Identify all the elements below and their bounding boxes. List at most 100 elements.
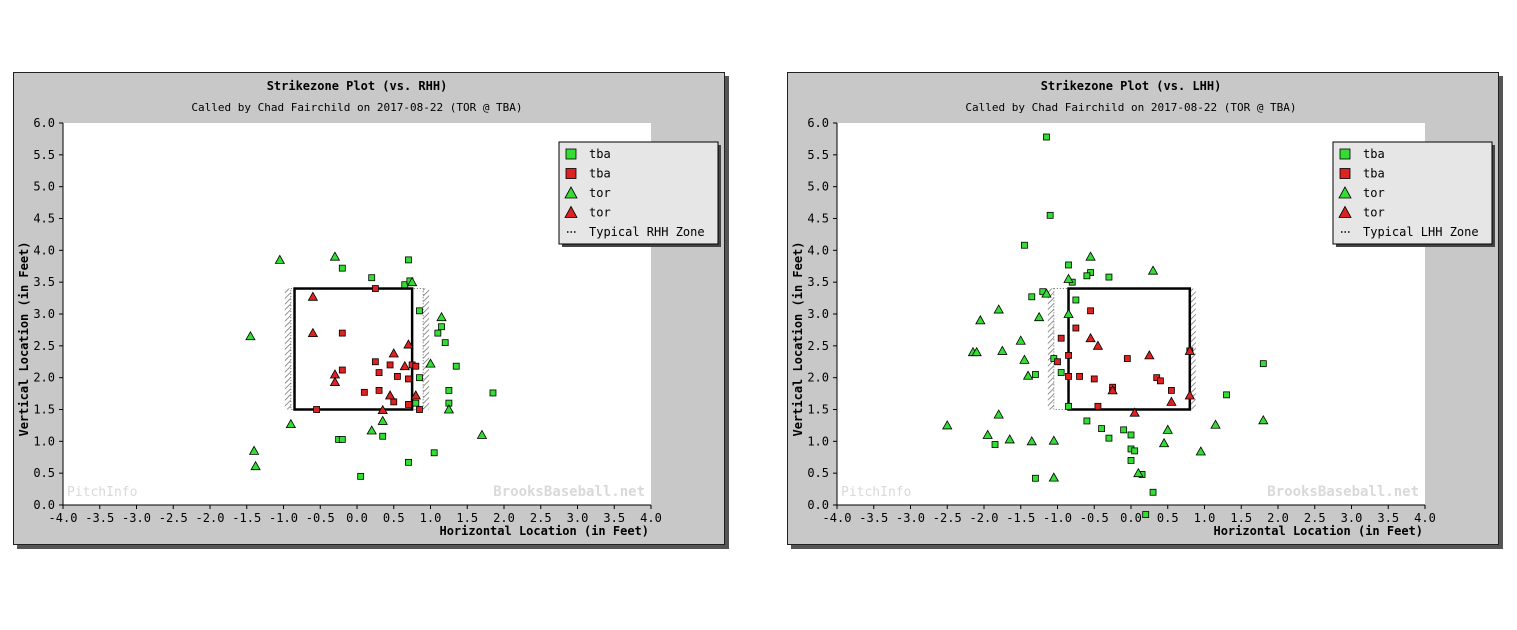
point-tor-triangle bbox=[1026, 436, 1037, 446]
chart-subtitle: Called by Chad Fairchild on 2017-08-22 (… bbox=[965, 101, 1296, 114]
point-tba-square bbox=[412, 399, 420, 407]
point-tba-square bbox=[371, 285, 379, 292]
point-tor-triangle bbox=[1085, 251, 1096, 261]
x-tick-label: 2.0 bbox=[493, 511, 515, 525]
point-tba-square bbox=[1032, 371, 1039, 378]
point-tba-square bbox=[405, 401, 412, 408]
point-tba-square bbox=[452, 362, 460, 370]
x-tick-label: -1.5 bbox=[232, 511, 261, 525]
point-tba-square bbox=[1043, 133, 1050, 141]
point-tor-triangle bbox=[1063, 273, 1074, 283]
chart-title: Strikezone Plot (vs. RHH) bbox=[267, 79, 448, 93]
legend-entry-tor: tor bbox=[589, 206, 611, 220]
point-tba-square bbox=[1149, 488, 1157, 496]
x-tick-label: 2.5 bbox=[1304, 511, 1326, 525]
point-tor-triangle bbox=[1158, 437, 1170, 448]
legend-entry-tba: tba bbox=[1363, 167, 1385, 181]
point-tba-square bbox=[1123, 355, 1131, 362]
x-tick-label: 0.0 bbox=[346, 511, 368, 525]
point-tor-triangle bbox=[1184, 345, 1195, 355]
x-tick-label: -2.0 bbox=[970, 511, 999, 525]
point-tor-triangle bbox=[1041, 288, 1052, 298]
chart-svg-rhh: PitchInfo BrooksBaseball.net Strikezone Pl… bbox=[13, 72, 729, 549]
x-axis-label: Horizontal Location (in Feet) bbox=[439, 524, 649, 538]
plot-area bbox=[837, 123, 1425, 505]
point-tor-triangle bbox=[384, 390, 396, 400]
chart-title: Strikezone Plot (vs. LHH) bbox=[1041, 79, 1222, 93]
point-tor-triangle bbox=[1195, 446, 1207, 456]
point-tor-triangle bbox=[1048, 472, 1060, 482]
point-tba-square bbox=[1094, 402, 1102, 410]
x-tick-label: -3.5 bbox=[859, 511, 888, 525]
y-tick-label: 5.0 bbox=[33, 180, 55, 194]
x-tick-label: 0.5 bbox=[383, 511, 405, 525]
point-tba-square bbox=[360, 388, 368, 396]
point-tba-square bbox=[313, 406, 320, 413]
zone-hatch-left bbox=[1047, 288, 1054, 410]
x-tick-label: 3.0 bbox=[1341, 511, 1363, 525]
legend-entry-tor: tor bbox=[589, 186, 611, 200]
point-tor-triangle bbox=[377, 404, 388, 415]
legend-entry-tor: tor bbox=[1363, 206, 1385, 220]
x-tick-label: 3.5 bbox=[1377, 511, 1399, 525]
y-tick-label: 3.0 bbox=[33, 307, 55, 321]
point-tor-triangle bbox=[1022, 370, 1034, 380]
point-tor-triangle bbox=[1144, 350, 1155, 360]
y-tick-label: 1.5 bbox=[807, 403, 829, 417]
y-tick-label: 4.5 bbox=[807, 212, 829, 226]
legend-entry-tor: tor bbox=[1363, 186, 1385, 200]
y-tick-label: 1.0 bbox=[33, 434, 55, 448]
point-tor-triangle bbox=[1133, 467, 1144, 478]
x-tick-label: -0.5 bbox=[1080, 511, 1109, 525]
x-tick-label: 2.5 bbox=[530, 511, 552, 525]
point-tba-square bbox=[1065, 351, 1072, 359]
legend-square-marker bbox=[565, 148, 577, 160]
point-tba-square bbox=[416, 406, 423, 413]
point-tor-triangle bbox=[285, 418, 297, 429]
point-tba-square bbox=[416, 374, 423, 382]
legend-box bbox=[1332, 141, 1493, 245]
x-tick-label: -3.5 bbox=[85, 511, 114, 525]
point-tba-square bbox=[338, 329, 346, 337]
point-tba-square bbox=[1223, 391, 1230, 399]
point-tba-square bbox=[1083, 417, 1091, 425]
point-tba-square bbox=[405, 458, 412, 466]
x-tick-label: -2.5 bbox=[933, 511, 962, 525]
y-tick-label: 3.5 bbox=[33, 275, 55, 289]
x-tick-label: 1.0 bbox=[420, 511, 442, 525]
point-tor-triangle bbox=[1085, 332, 1096, 343]
legend-square-marker bbox=[1339, 168, 1351, 179]
point-tba-square bbox=[1076, 372, 1083, 380]
y-tick-label: 5.0 bbox=[807, 180, 829, 194]
point-tor-triangle bbox=[1162, 424, 1173, 434]
point-tor-triangle bbox=[1258, 415, 1269, 425]
y-tick-label: 3.5 bbox=[807, 275, 829, 289]
point-tor-triangle bbox=[443, 404, 455, 414]
point-tor-triangle bbox=[248, 445, 260, 455]
point-tba-square bbox=[1156, 377, 1164, 385]
point-tba-square bbox=[1105, 273, 1113, 281]
y-tick-label: 4.0 bbox=[807, 243, 829, 257]
x-tick-label: 3.0 bbox=[567, 511, 589, 525]
y-tick-label: 4.0 bbox=[33, 243, 55, 257]
y-tick-label: 0.0 bbox=[807, 498, 829, 512]
point-tba-square bbox=[1065, 261, 1072, 269]
point-tba-square bbox=[338, 366, 346, 374]
point-tba-square bbox=[416, 307, 423, 315]
x-tick-label: 4.0 bbox=[1414, 511, 1436, 525]
zone-hatch-right bbox=[423, 288, 430, 410]
point-tba-square bbox=[1057, 369, 1065, 376]
point-tor-triangle bbox=[993, 409, 1004, 419]
point-tor-triangle bbox=[1107, 385, 1118, 395]
point-tor-triangle bbox=[1033, 311, 1045, 322]
point-tba-square bbox=[379, 432, 387, 440]
point-tba-square bbox=[489, 389, 497, 397]
y-axis-label: Vertical Location (in Feet) bbox=[17, 241, 31, 436]
point-tba-square bbox=[1142, 511, 1150, 518]
legend-entry-zone: Typical LHH Zone bbox=[1363, 225, 1479, 239]
point-tba-square bbox=[1065, 372, 1072, 380]
point-tba-square bbox=[1127, 431, 1135, 439]
point-tor-triangle bbox=[476, 429, 488, 439]
point-tor-triangle bbox=[436, 311, 447, 322]
point-tba-square bbox=[1098, 425, 1106, 433]
